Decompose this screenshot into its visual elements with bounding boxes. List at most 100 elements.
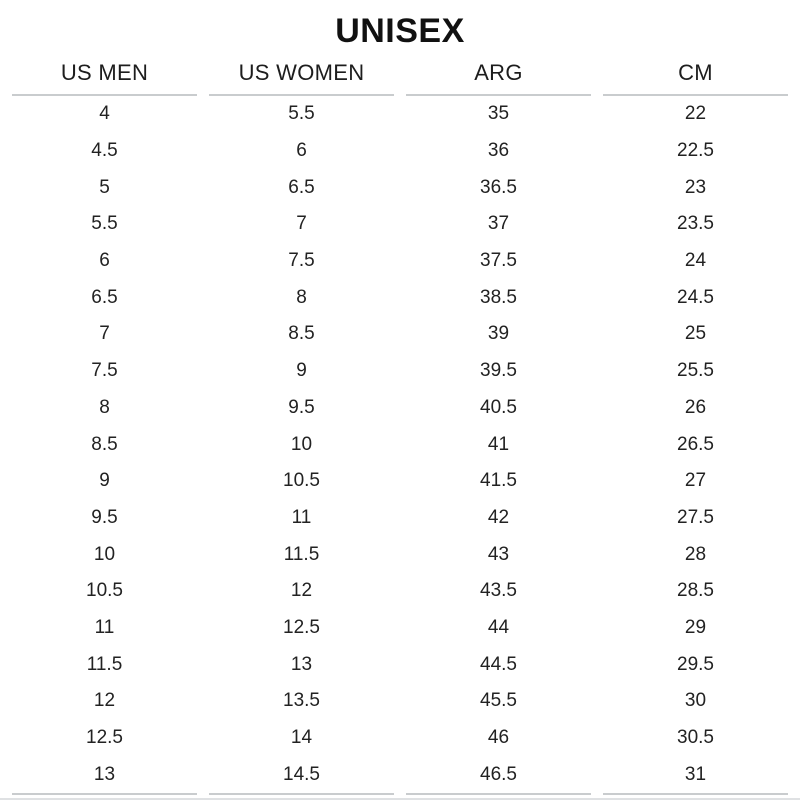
size-row: 7 8.5 39 25: [12, 316, 788, 353]
size-cell: 41: [487, 433, 510, 455]
size-cell: 6: [99, 250, 110, 272]
size-row: 12.5 14 46 30.5: [12, 720, 788, 757]
size-cell: 46: [487, 727, 510, 749]
size-cell: 8.5: [288, 323, 315, 345]
size-cell: 22: [684, 103, 707, 125]
size-cell: 28.5: [677, 580, 714, 602]
size-cell: 36: [487, 140, 510, 162]
size-cell: 14.5: [209, 756, 394, 796]
size-cell: 11: [291, 506, 312, 528]
size-row: 4.5 6 36 22.5: [12, 133, 788, 170]
size-cell: 9: [99, 470, 110, 492]
size-cell: 26: [684, 396, 707, 418]
size-cell: 39.5: [480, 360, 517, 382]
size-cell: 6.5: [288, 176, 315, 198]
size-cell: 39: [487, 323, 510, 345]
size-row: 5 6.5 36.5 23: [12, 169, 788, 206]
size-cell: 43.5: [480, 580, 517, 602]
size-cell: 30: [684, 690, 707, 712]
header-row: US MEN US WOMEN ARG CM: [12, 50, 788, 96]
size-cell: 8: [99, 396, 110, 418]
size-row: 4 5.5 35 22: [12, 96, 788, 133]
size-row: 11.5 13 44.5 29.5: [12, 646, 788, 683]
size-row: 6 7.5 37.5 24: [12, 243, 788, 280]
size-cell: 5.5: [91, 213, 118, 235]
page-title: UNISEX: [335, 12, 465, 50]
size-cell: 44.5: [480, 653, 517, 675]
size-cell: 25: [684, 323, 707, 345]
size-cell: 24.5: [677, 286, 714, 308]
size-cell: 5.5: [288, 103, 315, 125]
size-cell: 24: [684, 250, 707, 272]
size-table-body: 4 5.5 35 22 4.5 6 36 22.5 5 6.5 36.5 23 5.5 7 37 23.5 6 7…: [12, 96, 788, 796]
size-row: 12 13.5 45.5 30: [12, 683, 788, 720]
size-cell: 12: [93, 690, 116, 712]
size-cell: 11.5: [86, 653, 123, 675]
size-cell: 9.5: [288, 396, 315, 418]
size-row: 6.5 8 38.5 24.5: [12, 279, 788, 316]
size-cell: 41.5: [480, 470, 517, 492]
size-cell: 37.5: [480, 250, 517, 272]
size-cell: 10: [290, 433, 313, 455]
column-header-us-men: US MEN: [12, 50, 197, 96]
size-cell: 30.5: [677, 727, 714, 749]
size-cell: 45.5: [480, 690, 517, 712]
size-cell: 9.5: [91, 506, 118, 528]
size-row: 11 12.5 44 29: [12, 610, 788, 647]
size-row: 9 10.5 41.5 27: [12, 463, 788, 500]
size-cell: 7.5: [288, 250, 315, 272]
size-row: 10 11.5 43 28: [12, 536, 788, 573]
size-cell: 29: [684, 616, 707, 638]
size-cell: 38.5: [480, 286, 517, 308]
size-cell: 40.5: [480, 396, 517, 418]
size-cell: 7: [99, 323, 110, 345]
size-cell: 23: [684, 176, 707, 198]
size-cell: 35: [487, 103, 510, 125]
size-cell: 43: [487, 543, 510, 565]
size-cell: 11.5: [283, 543, 320, 565]
size-cell: 28: [684, 543, 707, 565]
size-cell: 37: [487, 213, 510, 235]
size-cell: 25.5: [677, 360, 714, 382]
size-cell: 11: [94, 616, 115, 638]
size-cell: 10.5: [86, 580, 123, 602]
size-cell: 36.5: [480, 176, 517, 198]
size-row: 10.5 12 43.5 28.5: [12, 573, 788, 610]
size-cell: 14: [290, 727, 313, 749]
size-cell: 29.5: [677, 653, 714, 675]
size-cell: 31: [603, 756, 788, 796]
column-header-cm: CM: [603, 50, 788, 96]
size-cell: 7: [296, 213, 307, 235]
size-cell: 46.5: [406, 756, 591, 796]
size-cell: 6.5: [91, 286, 118, 308]
size-cell: 12.5: [86, 727, 123, 749]
size-cell: 9: [296, 360, 307, 382]
size-cell: 12: [290, 580, 313, 602]
size-cell: 5: [99, 176, 110, 198]
size-cell: 10: [93, 543, 116, 565]
size-cell: 4: [99, 103, 110, 125]
column-header-us-women: US WOMEN: [209, 50, 394, 96]
size-cell: 4.5: [91, 140, 118, 162]
size-cell: 10.5: [283, 470, 320, 492]
size-cell: 22.5: [677, 140, 714, 162]
size-row: 9.5 11 42 27.5: [12, 500, 788, 537]
size-cell: 42: [487, 506, 510, 528]
size-row: 8 9.5 40.5 26: [12, 390, 788, 427]
size-cell: 13.5: [283, 690, 320, 712]
size-cell: 13: [12, 756, 197, 796]
size-row: 8.5 10 41 26.5: [12, 426, 788, 463]
size-cell: 23.5: [677, 213, 714, 235]
size-cell: 6: [296, 140, 307, 162]
size-row: 7.5 9 39.5 25.5: [12, 353, 788, 390]
size-cell: 7.5: [91, 360, 118, 382]
size-cell: 8.5: [91, 433, 118, 455]
size-cell: 27: [684, 470, 707, 492]
size-table-header: US MEN US WOMEN ARG CM: [12, 50, 788, 96]
size-cell: 8: [296, 286, 307, 308]
size-cell: 27.5: [677, 506, 714, 528]
column-header-arg: ARG: [406, 50, 591, 96]
size-cell: 26.5: [677, 433, 714, 455]
size-table: US MEN US WOMEN ARG CM 4 5.5 35 22 4.5 6 36 22.…: [0, 50, 800, 796]
